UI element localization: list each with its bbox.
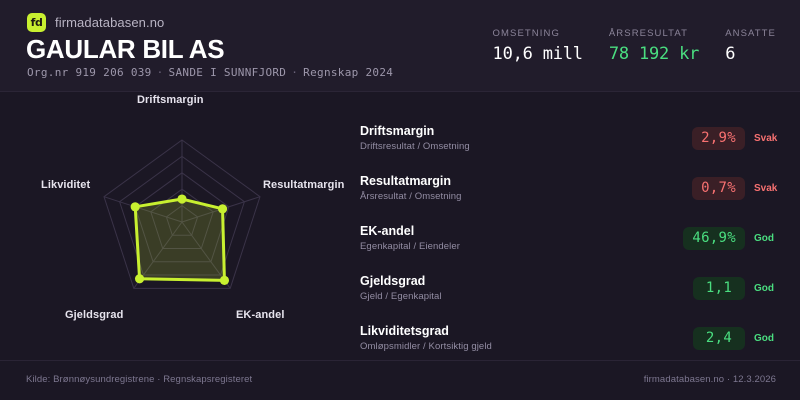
metric-text: Gjeldsgrad Gjeld / Egenkapital	[360, 274, 693, 303]
metric-title: Driftsmargin	[360, 123, 435, 138]
metric-row-likviditetsgrad[interactable]: Likviditetsgrad Omløpsmidler / Kortsikti…	[360, 318, 790, 358]
metric-formula: Gjeld / Egenkapital	[360, 291, 442, 303]
firmadatabasen-logo-icon: fd	[27, 13, 46, 32]
stat-value: 78 192 kr	[608, 44, 700, 64]
metric-row-resultatmargin[interactable]: Resultatmargin Årsresultat / Omsetning 0…	[360, 168, 790, 208]
meta-separator-1: ·	[156, 66, 164, 79]
stat-label: ANSATTE	[725, 28, 776, 39]
company-location: SANDE I SUNNFJORD	[168, 66, 287, 79]
metric-value-badge: 1,1	[693, 276, 745, 300]
metric-row-driftsmargin[interactable]: Driftsmargin Driftsresultat / Omsetning …	[360, 118, 790, 158]
stat-value: 6	[725, 44, 736, 64]
metric-text: Likviditetsgrad Omløpsmidler / Kortsikti…	[360, 324, 693, 353]
radar-label-ek-andel: EK-andel	[236, 309, 285, 321]
metric-text: Resultatmargin Årsresultat / Omsetning	[360, 174, 692, 203]
metric-title: Likviditetsgrad	[360, 323, 449, 338]
metric-text: Driftsmargin Driftsresultat / Omsetning	[360, 124, 692, 153]
stat-ansatte: ANSATTE 6	[725, 28, 776, 64]
metric-row-ek-andel[interactable]: EK-andel Egenkapital / Eiendeler 46,9% G…	[360, 218, 790, 258]
stat-omsetning: OMSETNING 10,6 mill	[492, 28, 584, 64]
metric-value-badge: 2,4	[693, 326, 745, 350]
radar-label-driftsmargin: Driftsmargin	[137, 94, 204, 106]
metric-text: EK-andel Egenkapital / Eiendeler	[360, 224, 683, 253]
radar-label-resultatmargin: Resultatmargin	[263, 179, 345, 191]
footer-source: Kilde: Brønnøysundregistrene · Regnskaps…	[26, 374, 253, 385]
radar-label-likviditet: Likviditet	[41, 179, 91, 191]
header: fd firmadatabasen.no GAULAR BIL AS Org.n…	[0, 0, 800, 92]
status-badge: God	[754, 332, 774, 344]
stat-value: 10,6 mill	[492, 44, 584, 64]
company-meta: Org.nr 919 206 039 · SANDE I SUNNFJORD · Reg…	[27, 66, 393, 79]
metric-title: Resultatmargin	[360, 173, 451, 188]
status-badge: Svak	[754, 182, 778, 194]
radar-chart-svg	[103, 139, 261, 289]
brand-name: firmadatabasen.no	[55, 15, 165, 30]
stat-label: OMSETNING	[492, 28, 560, 39]
metric-formula: Omløpsmidler / Kortsiktig gjeld	[360, 341, 492, 353]
footer-stamp: firmadatabasen.no · 12.3.2026	[643, 374, 776, 385]
radar-grid	[103, 139, 261, 289]
footer: Kilde: Brønnøysundregistrene · Regnskaps…	[0, 360, 800, 400]
org-number: Org.nr 919 206 039	[27, 66, 152, 79]
brand[interactable]: fd firmadatabasen.no	[27, 13, 164, 32]
stat-arsresultat: ÅRSRESULTAT 78 192 kr	[608, 28, 700, 64]
meta-separator-2: ·	[291, 66, 299, 79]
radar-label-gjeldsgrad: Gjeldsgrad	[65, 309, 124, 321]
metric-title: Gjeldsgrad	[360, 273, 426, 288]
metric-value-badge: 2,9%	[692, 126, 745, 150]
header-stats: OMSETNING 10,6 mill ÅRSRESULTAT 78 192 k…	[493, 28, 776, 64]
report-period: Regnskap 2024	[303, 66, 394, 79]
metric-formula: Årsresultat / Omsetning	[360, 191, 462, 203]
metric-right: 46,9% God	[683, 226, 790, 250]
radar-data-points	[130, 194, 230, 285]
radar-chart: Driftsmargin Resultatmargin EK-andel Gje…	[0, 92, 360, 360]
metric-formula: Driftsresultat / Omsetning	[360, 141, 470, 153]
radar-series-area	[133, 197, 226, 282]
metric-formula: Egenkapital / Eiendeler	[360, 241, 461, 253]
metric-row-gjeldsgrad[interactable]: Gjeldsgrad Gjeld / Egenkapital 1,1 God	[360, 268, 790, 308]
metric-right: 1,1 God	[693, 276, 790, 300]
metric-right: 2,9% Svak	[692, 126, 790, 150]
metrics-list: Driftsmargin Driftsresultat / Omsetning …	[360, 118, 790, 368]
metric-right: 0,7% Svak	[692, 176, 790, 200]
metric-value-badge: 0,7%	[692, 176, 745, 200]
page-title: GAULAR BIL AS	[26, 34, 225, 64]
content: Driftsmargin Resultatmargin EK-andel Gje…	[0, 92, 800, 360]
metric-value-badge: 46,9%	[683, 226, 745, 250]
stat-label: ÅRSRESULTAT	[608, 28, 688, 39]
metric-right: 2,4 God	[693, 326, 790, 350]
metric-title: EK-andel	[360, 223, 415, 238]
status-badge: God	[754, 232, 774, 244]
status-badge: God	[754, 282, 774, 294]
status-badge: Svak	[754, 132, 778, 144]
